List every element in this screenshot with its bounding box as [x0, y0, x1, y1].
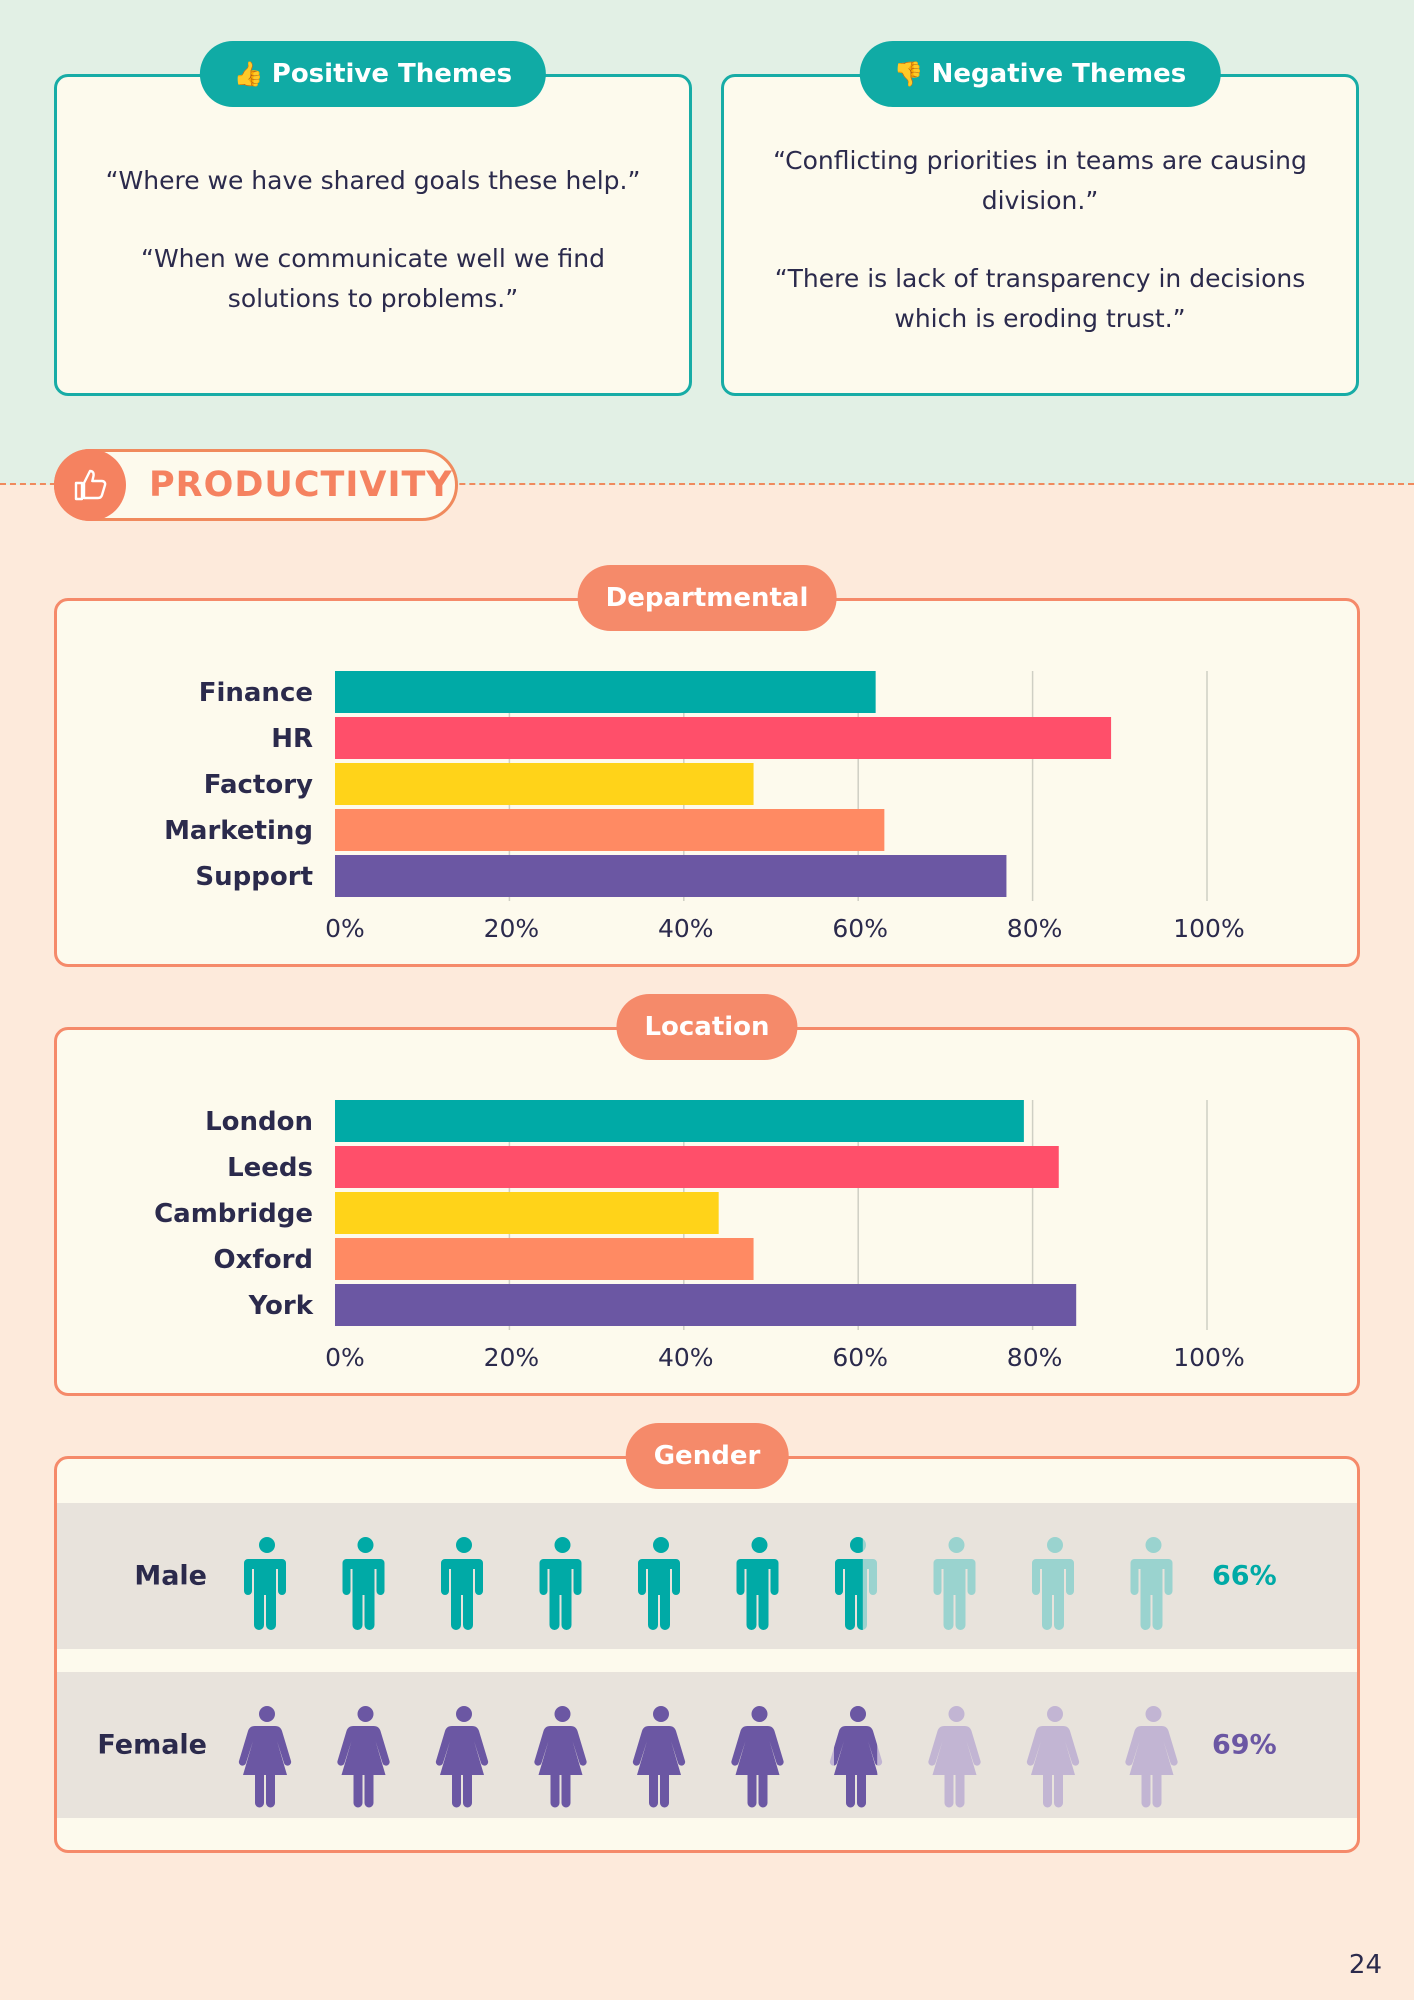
female-person-icon [632, 1706, 686, 1808]
negative-quote: “There is lack of transparency in decisi… [774, 264, 1306, 333]
male-person-icon [342, 1537, 385, 1630]
bar-hr [335, 717, 1112, 759]
negative-quotes: “Conflicting priorities in teams are cau… [724, 77, 1356, 393]
positive-quote: “Where we have shared goals these help.” [105, 166, 641, 195]
category-label: HR [271, 724, 313, 754]
bar-chart-svg: 0% 20% 40% 60% 80% 100% Finance HR Factory Market… [164, 671, 1245, 943]
x-tick-label: 40% [658, 914, 714, 943]
category-label: Oxford [214, 1245, 313, 1275]
x-tick-label: 0% [325, 914, 365, 943]
female-person-icon [337, 1706, 390, 1808]
x-tick-label: 60% [832, 914, 888, 943]
bar-leeds [335, 1146, 1059, 1188]
gender-row-label: Male [134, 1560, 207, 1592]
x-tick-label: 100% [1173, 914, 1244, 943]
category-label: Marketing [164, 816, 313, 846]
female-person-icon [731, 1706, 784, 1808]
gender-chart-panel: Gender Male 66% Female 69% [54, 1423, 1360, 1853]
female-person-icon [534, 1706, 587, 1808]
x-tick-label: 100% [1173, 1343, 1244, 1372]
section-title: PRODUCTIVITY [149, 465, 453, 505]
x-tick-label: 20% [484, 1343, 540, 1372]
category-label: Support [195, 862, 313, 892]
bar-chart-svg: 0% 20% 40% 60% 80% 100% London Leeds Cambridge Ox… [154, 1100, 1245, 1372]
male-person-icon [539, 1537, 582, 1630]
departmental-chart-panel: 0% 20% 40% 60% 80% 100% Finance HR Factory Market… [54, 565, 1360, 967]
category-label: London [205, 1107, 313, 1137]
x-tick-label: 20% [484, 914, 540, 943]
male-person-icon-partial [835, 1537, 863, 1630]
x-tick-label: 80% [1007, 914, 1063, 943]
female-person-icon-partial [834, 1706, 878, 1808]
male-person-icon [736, 1537, 779, 1630]
category-label: Leeds [227, 1153, 313, 1183]
gender-row-value: 66% [1212, 1560, 1277, 1592]
category-label: Cambridge [154, 1199, 313, 1229]
page-number: 24 [1348, 1950, 1382, 1980]
bar-london [335, 1100, 1024, 1142]
positive-themes-title: Positive Themes [271, 59, 513, 89]
negative-themes-title: Negative Themes [931, 59, 1187, 89]
bar-marketing [335, 809, 885, 851]
x-tick-label: 60% [832, 1343, 888, 1372]
positive-themes-pill: 👍 Positive Themes [199, 41, 547, 107]
category-label: Factory [204, 770, 313, 800]
negative-quote: “Conflicting priorities in teams are cau… [773, 146, 1307, 215]
male-person-icon [1032, 1537, 1074, 1630]
male-person-icon [441, 1537, 483, 1630]
section-divider [0, 483, 1414, 485]
positive-quote: “When we communicate well we find soluti… [141, 244, 605, 313]
female-person-icon [435, 1706, 489, 1808]
thumbs-up-icon [54, 449, 126, 521]
female-person-icon [1026, 1706, 1080, 1808]
gender-row-female: Female 69% [57, 1672, 1357, 1818]
positive-quotes: “Where we have shared goals these help.”… [57, 77, 689, 393]
productivity-section-label: PRODUCTIVITY [54, 449, 458, 521]
chart-title-pill: Location [616, 994, 798, 1060]
female-person-icon [1125, 1706, 1178, 1808]
gender-row-value: 69% [1212, 1729, 1277, 1761]
chart-title-pill: Gender [625, 1423, 789, 1489]
male-pictograph [244, 1537, 1173, 1630]
thumbs-up-icon: 👍 [233, 60, 264, 88]
x-tick-label: 40% [658, 1343, 714, 1372]
male-person-icon [1130, 1537, 1173, 1630]
x-tick-label: 0% [325, 1343, 365, 1372]
positive-themes-box: 👍 Positive Themes “Where we have shared … [54, 41, 692, 396]
location-chart-panel: 0% 20% 40% 60% 80% 100% London Leeds Cambridge Ox… [54, 994, 1360, 1396]
category-label: Finance [199, 678, 313, 708]
chart-title-pill: Departmental [577, 565, 837, 631]
bar-support [335, 855, 1007, 897]
male-person-icon [638, 1537, 680, 1630]
bar-cambridge [335, 1192, 719, 1234]
male-person-icon [933, 1537, 976, 1630]
bar-finance [335, 671, 876, 713]
gender-row-label: Female [97, 1729, 207, 1761]
male-person-icon [244, 1537, 286, 1630]
gender-row-male: Male 66% [57, 1503, 1357, 1649]
bar-york [335, 1284, 1077, 1326]
negative-themes-box: 👎 Negative Themes “Conflicting prioritie… [721, 41, 1359, 396]
category-label: York [248, 1291, 314, 1321]
bar-oxford [335, 1238, 754, 1280]
negative-themes-pill: 👎 Negative Themes [859, 41, 1221, 107]
female-person-icon [928, 1706, 981, 1808]
female-person-icon [238, 1706, 292, 1808]
thumbs-down-icon: 👎 [893, 60, 924, 88]
x-tick-label: 80% [1007, 1343, 1063, 1372]
bar-factory [335, 763, 754, 805]
female-pictograph [238, 1706, 1178, 1808]
